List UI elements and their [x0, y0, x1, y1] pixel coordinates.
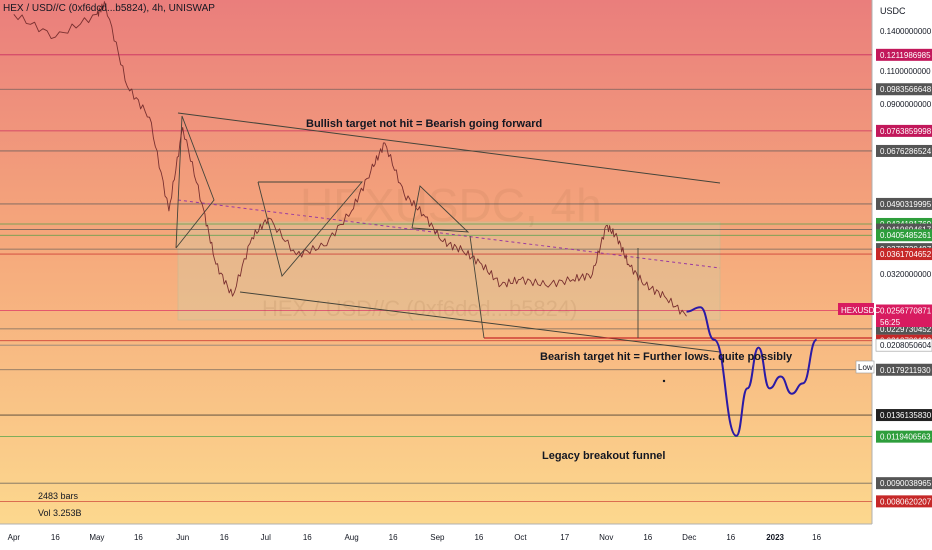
- price-label-bg-9: [876, 248, 932, 261]
- low-badge: [855, 360, 875, 374]
- watermark-small: HEX / USD//C (0xf6dcd...b5824): [262, 296, 578, 321]
- x-tick-6: Jul: [261, 533, 271, 542]
- volume-stat: Vol 3.253B: [38, 508, 82, 518]
- x-tick-3: 16: [134, 533, 143, 542]
- x-tick-0: Apr: [8, 533, 21, 542]
- price-labels: 0.1211986985 0.0983566648 0.0763859998 0.06…: [875, 48, 932, 508]
- price-label-3: 0.0676286524: [880, 147, 932, 156]
- x-tick-5: 16: [220, 533, 229, 542]
- price-label-bg-7: [876, 229, 932, 242]
- price-label-17: 0.0090038965: [880, 479, 932, 488]
- price-label-13: 0.0208050604: [880, 341, 932, 350]
- x-tick-19: 16: [812, 533, 821, 542]
- price-label-4: 0.0490319995: [880, 200, 932, 209]
- consolidation-box: [177, 221, 721, 321]
- price-label-bg-18: [876, 495, 932, 508]
- channel-midline: [177, 199, 721, 269]
- price-label-14: 0.0179211930: [880, 366, 931, 375]
- x-tick-15: 16: [643, 533, 652, 542]
- price-label-bg-13: [875, 338, 932, 352]
- flag-drawing-2: [257, 181, 363, 277]
- price-label-bg-2: [876, 124, 932, 137]
- y-tick-3: 0.0320000000: [880, 270, 932, 279]
- price-label-10: 0.0256770871: [880, 307, 932, 316]
- price-label-bg-10: [876, 304, 932, 317]
- pennant-drawing-1: [175, 115, 215, 249]
- price-label-bg-14: [876, 363, 932, 376]
- y-tick-2: 0.0900000000: [880, 100, 932, 109]
- annotation-bullish: Bullish target not hit = Bearish going f…: [306, 118, 542, 130]
- price-line: [13, 1, 687, 317]
- price-label-bg-17: [876, 477, 932, 490]
- price-label-0: 0.1211986985: [880, 51, 931, 60]
- annotation-dot: [662, 379, 666, 383]
- time-axis-panel: [0, 524, 872, 550]
- x-tick-8: Aug: [344, 533, 358, 542]
- y-tick-labels: 0.1400000000 0.1100000000 0.0900000000 0.03…: [880, 27, 932, 279]
- channel-upper-line: [177, 112, 721, 184]
- x-tick-17: 16: [726, 533, 735, 542]
- price-label-1: 0.0983566648: [880, 85, 932, 94]
- watermark-large: HEXUSDC, 4h: [300, 179, 602, 231]
- price-label-bg-3: [876, 144, 932, 157]
- measure-drop-line: [469, 235, 485, 339]
- x-tick-labels: Apr 16 May 16 Jun 16 Jul 16 Aug 16 Sep 16 Oct 17 Nov 16…: [8, 533, 822, 542]
- price-label-18: 0.0080620207: [880, 497, 932, 506]
- x-tick-12: Oct: [514, 533, 527, 542]
- symbol-badge-label: HEXUSDC: [841, 306, 880, 315]
- projection-line: [686, 306, 818, 437]
- price-label-11: 0.0229730452: [880, 325, 932, 334]
- low-badge-label: Low: [858, 363, 873, 372]
- price-label-16: 0.0119406563: [880, 433, 931, 442]
- price-label-bg-16: [876, 430, 932, 443]
- price-label-bg-15: [876, 409, 932, 422]
- x-tick-16: Dec: [682, 533, 696, 542]
- x-tick-18: 2023: [766, 533, 784, 542]
- x-tick-13: 17: [560, 533, 569, 542]
- x-tick-2: May: [89, 533, 104, 542]
- projection-series: [686, 306, 818, 437]
- price-series: [13, 1, 687, 317]
- annotation-legacy: Legacy breakout funnel: [542, 450, 665, 462]
- price-label-bg-4: [876, 197, 932, 210]
- price-label-9: 0.0361704652: [880, 250, 932, 259]
- price-label-7: 0.0405485261: [880, 231, 932, 240]
- x-tick-9: 16: [389, 533, 398, 542]
- price-label-15: 0.0136135830: [880, 411, 932, 420]
- countdown-badge: [876, 316, 932, 327]
- x-tick-1: 16: [51, 533, 60, 542]
- x-tick-11: 16: [474, 533, 483, 542]
- symbol-badge[interactable]: [838, 303, 874, 315]
- annotation-bearish: Bearish target hit = Further lows.. quit…: [540, 351, 793, 363]
- bars-count: 2483 bars: [38, 491, 79, 501]
- axis-currency-label: USDC: [880, 6, 906, 16]
- x-tick-4: Jun: [176, 533, 189, 542]
- channel-lower-line: [239, 291, 721, 353]
- price-label-bg-0: [876, 48, 932, 61]
- chart-header-symbol[interactable]: HEX / USD//C (0xf6dcd...b5824), 4h, UNIS…: [3, 3, 215, 14]
- y-tick-0: 0.1400000000: [880, 27, 932, 36]
- y-tick-1: 0.1100000000: [880, 67, 931, 76]
- x-tick-14: Nov: [599, 533, 613, 542]
- x-tick-10: Sep: [430, 533, 445, 542]
- countdown-label: 56:25: [880, 318, 901, 327]
- price-label-bg-1: [876, 83, 932, 96]
- price-label-2: 0.0763859998: [880, 127, 932, 136]
- x-tick-7: 16: [303, 533, 312, 542]
